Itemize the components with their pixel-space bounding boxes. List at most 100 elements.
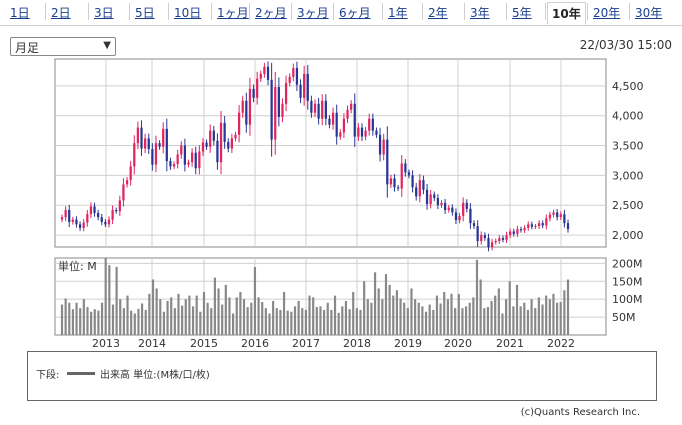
candle-body: [462, 202, 465, 216]
tab-11[interactable]: 3年: [470, 6, 490, 20]
candle-body: [339, 132, 342, 137]
candle-body: [227, 141, 230, 149]
candle-body: [194, 152, 197, 169]
tab-3[interactable]: 5日: [135, 6, 155, 20]
volume-bar: [566, 279, 570, 335]
candle-body: [209, 130, 212, 147]
volume-bar: [293, 306, 297, 335]
candle-body: [172, 164, 176, 167]
candle-body: [198, 151, 201, 169]
volume-bar: [100, 302, 104, 335]
volume-bar: [505, 299, 508, 335]
volume-bar: [144, 309, 147, 335]
tab-7[interactable]: 3ヶ月: [297, 6, 329, 20]
candle-body: [490, 242, 494, 247]
candle-body: [162, 128, 165, 147]
legend-volume-swatch: [67, 372, 95, 375]
candle-body: [64, 209, 67, 218]
tab-4[interactable]: 10日: [174, 6, 202, 20]
tab-5[interactable]: 1ヶ月: [217, 6, 249, 20]
candle-body: [313, 103, 317, 113]
volume-bar: [323, 309, 326, 335]
x-tick-label: 2015: [190, 337, 218, 350]
candle-body: [252, 88, 255, 98]
volume-bar: [333, 295, 337, 335]
price-y-tick-label: 4,000: [612, 110, 644, 123]
volume-bar: [162, 311, 166, 335]
candle-body: [299, 84, 302, 98]
price-y-tick-label: 2,000: [612, 229, 644, 242]
volume-bar: [155, 288, 158, 335]
candle-body: [516, 229, 519, 234]
candle-body: [169, 161, 172, 167]
volume-bar: [250, 302, 253, 335]
tab-divider: [545, 3, 546, 20]
volume-bar: [381, 299, 384, 335]
volume-bar: [137, 308, 140, 335]
volume-bar: [464, 306, 468, 335]
volume-bar: [344, 300, 348, 335]
candle-body: [321, 100, 324, 119]
x-tick-label: 2014: [138, 337, 166, 350]
candle-body: [136, 127, 140, 144]
volume-bar: [534, 308, 537, 335]
tab-1[interactable]: 2日: [51, 6, 71, 20]
tab-15[interactable]: 30年: [635, 6, 663, 20]
tab-8[interactable]: 6ヶ月: [339, 6, 371, 20]
volume-bar: [79, 308, 82, 335]
candle-body: [104, 221, 107, 225]
tab-0[interactable]: 1日: [10, 6, 30, 20]
candle-body: [541, 223, 544, 226]
volume-bar: [217, 288, 220, 335]
volume-bar: [232, 313, 235, 335]
x-tick-label: 2019: [394, 337, 422, 350]
chart-interval-select[interactable]: 月足 ▼: [10, 37, 116, 56]
candle-body: [122, 184, 125, 201]
candle-body: [205, 142, 208, 147]
tab-14[interactable]: 20年: [593, 6, 621, 20]
tab-divider: [129, 3, 130, 20]
candle-body: [335, 112, 338, 137]
volume-bar: [552, 293, 555, 335]
volume-bar: [221, 304, 224, 335]
tab-12[interactable]: 5年: [512, 6, 532, 20]
volume-bar: [494, 295, 497, 335]
volume-bar: [257, 297, 260, 335]
candle-body: [458, 215, 461, 221]
legend-volume-label: 出来高 単位:(M株/口/枚): [100, 370, 210, 381]
candle-body: [440, 202, 443, 206]
tab-divider: [587, 3, 588, 20]
tab-divider: [168, 3, 169, 20]
volume-bar: [486, 307, 490, 335]
tab-divider: [249, 3, 250, 20]
tab-6[interactable]: 2ヶ月: [255, 6, 287, 20]
volume-bar: [457, 293, 460, 335]
volume-bar: [104, 258, 107, 335]
tab-divider: [422, 3, 423, 20]
candle-body: [144, 138, 147, 149]
volume-bar: [111, 304, 115, 335]
tab-2[interactable]: 3日: [94, 6, 114, 20]
volume-bar: [501, 313, 504, 335]
candle-body: [281, 103, 284, 117]
candle-body: [400, 163, 403, 189]
volume-bar: [210, 308, 213, 335]
tab-10[interactable]: 2年: [428, 6, 448, 20]
candle-body: [107, 219, 111, 225]
volume-bar: [312, 297, 315, 335]
volume-bar: [253, 266, 257, 335]
volume-bar: [228, 297, 231, 335]
candle-body: [472, 223, 476, 227]
volume-bar: [151, 279, 155, 335]
price-volume-chart: 2013 2014 2015 2016 2017 2018 2019 2020 2021 2022…: [54, 58, 644, 350]
candle-body: [97, 212, 100, 218]
candle-body: [212, 130, 215, 141]
volume-bar: [548, 299, 551, 335]
candle-body: [519, 229, 523, 231]
tab-9[interactable]: 1年: [388, 6, 408, 20]
tab-13[interactable]: 10年: [547, 2, 586, 25]
candle-body: [306, 73, 309, 101]
candle-body: [378, 134, 382, 155]
volume-bar: [348, 309, 351, 335]
volume-bar: [97, 310, 100, 335]
